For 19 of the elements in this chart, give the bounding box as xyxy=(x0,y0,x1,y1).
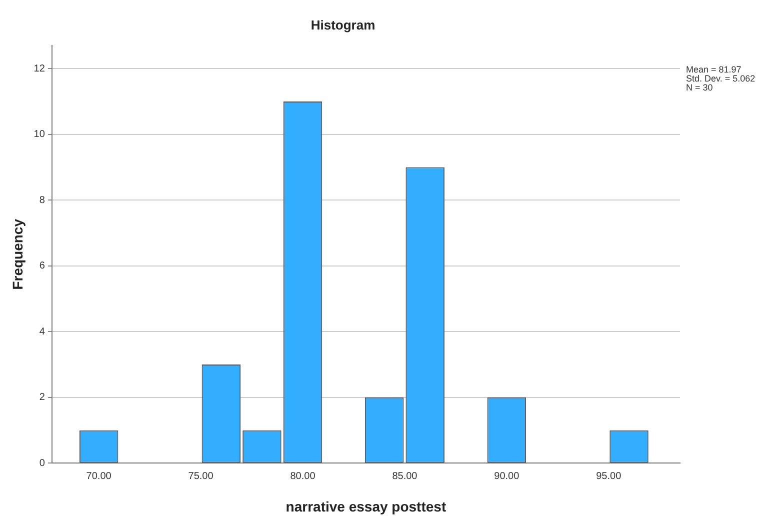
chart-title: Histogram xyxy=(310,17,376,32)
y-tick-label: 6 xyxy=(39,260,46,272)
text: Std. Dev. = 5.062 xyxy=(686,74,756,84)
y-tick-label: 4 xyxy=(39,326,46,338)
x-tick-label: 75.00 xyxy=(188,470,214,482)
x-axis-title: narrative essay posttest xyxy=(286,498,446,514)
y-tick-label: 12 xyxy=(34,63,46,74)
y-tick-label: 2 xyxy=(39,392,46,404)
text: N = 30 xyxy=(686,82,713,93)
x-tick-label: 85.00 xyxy=(392,470,418,482)
x-tick-label: 95.00 xyxy=(596,470,622,482)
x-tick-label: 70.00 xyxy=(86,470,112,482)
x-tick-label: 90.00 xyxy=(494,470,520,482)
x-tick-label: 80.00 xyxy=(290,470,316,482)
y-tick-label: 10 xyxy=(34,129,46,140)
y-axis-title: Frequency xyxy=(9,218,26,290)
text: Mean = 81.97 xyxy=(686,64,742,75)
y-tick-label: 8 xyxy=(39,194,46,206)
y-tick-label: 0 xyxy=(39,458,46,469)
